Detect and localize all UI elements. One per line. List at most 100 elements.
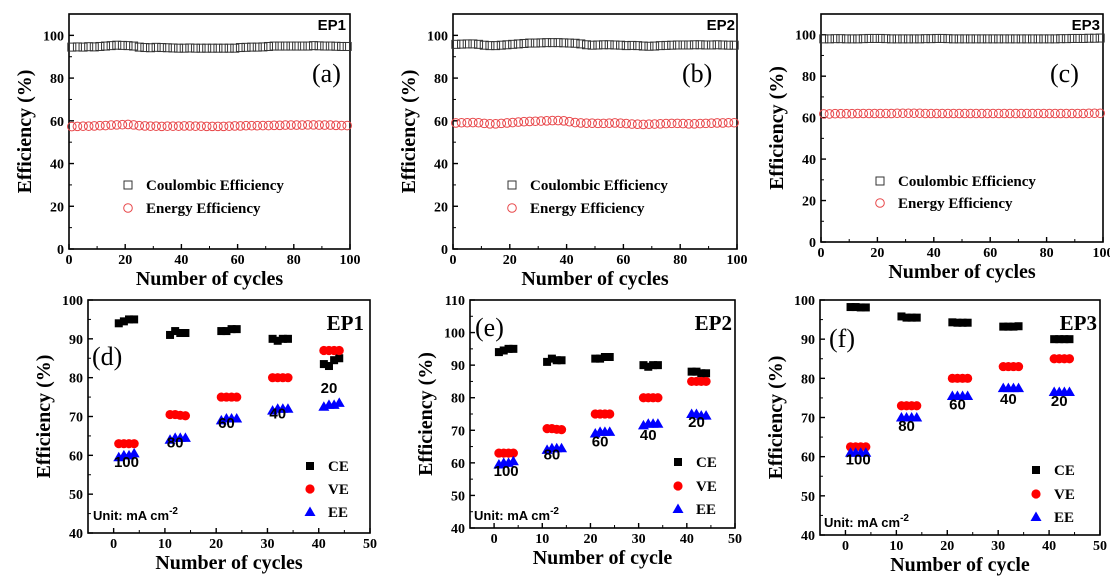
data-point bbox=[1038, 108, 1049, 119]
data-point bbox=[587, 118, 597, 128]
data-point bbox=[653, 393, 663, 403]
data-point bbox=[963, 318, 972, 327]
data-point bbox=[157, 43, 167, 53]
data-point bbox=[907, 313, 916, 322]
y-tick-label: 40 bbox=[802, 153, 816, 168]
data-point bbox=[666, 118, 677, 129]
series-coulombic-efficiency bbox=[451, 38, 739, 51]
data-point bbox=[218, 121, 229, 132]
data-point bbox=[201, 121, 212, 132]
data-point bbox=[897, 108, 908, 119]
data-point bbox=[283, 334, 292, 343]
current-density-label: 80 bbox=[544, 447, 561, 464]
y-tick-label: 40 bbox=[434, 158, 448, 173]
y-tick-label: 80 bbox=[802, 70, 816, 85]
data-point bbox=[235, 43, 245, 53]
data-point bbox=[207, 121, 218, 132]
data-point bbox=[524, 116, 535, 127]
panel-letter: (e) bbox=[475, 313, 504, 342]
data-point bbox=[145, 121, 156, 131]
data-point bbox=[263, 120, 274, 131]
data-point bbox=[653, 361, 662, 370]
data-point bbox=[689, 40, 699, 50]
data-point bbox=[999, 34, 1009, 44]
current-density-label: 40 bbox=[1000, 391, 1017, 408]
series-energy-efficiency bbox=[67, 119, 352, 132]
chart-panel-d: 0 10 20 30 40 50 40 50 60 70 80 90 100 Number of cycl… bbox=[33, 294, 377, 574]
data-point bbox=[507, 117, 518, 128]
x-tick-label: 40 bbox=[927, 246, 941, 261]
data-point bbox=[948, 318, 957, 327]
current-density-label: 20 bbox=[688, 414, 705, 431]
data-point bbox=[965, 108, 976, 119]
legend-marker bbox=[306, 462, 314, 470]
data-point bbox=[858, 108, 869, 119]
data-point bbox=[179, 43, 189, 53]
data-point bbox=[112, 40, 122, 50]
data-point bbox=[519, 38, 529, 48]
data-point bbox=[861, 303, 870, 312]
data-point bbox=[547, 38, 557, 48]
data-point bbox=[219, 43, 229, 53]
data-point bbox=[491, 41, 501, 51]
data-point bbox=[621, 118, 632, 129]
x-axis-title: Number of cycles bbox=[155, 552, 303, 574]
data-point bbox=[125, 315, 134, 324]
legend-label: EE bbox=[328, 505, 348, 521]
data-point bbox=[661, 118, 671, 129]
y-axis-title: Efficiency (%) bbox=[33, 355, 55, 479]
data-point bbox=[875, 108, 886, 119]
data-point bbox=[1039, 34, 1049, 44]
legend-marker bbox=[507, 180, 517, 190]
data-point bbox=[235, 121, 246, 131]
data-point bbox=[89, 42, 99, 52]
data-point bbox=[1005, 108, 1015, 119]
data-point bbox=[999, 108, 1010, 119]
data-point bbox=[217, 327, 226, 336]
data-point bbox=[596, 354, 605, 363]
data-point bbox=[587, 40, 597, 50]
data-point bbox=[841, 34, 851, 44]
y-tick-label: 80 bbox=[69, 372, 83, 387]
data-point bbox=[229, 121, 240, 131]
x-tick-label: 20 bbox=[503, 253, 517, 268]
data-point bbox=[123, 119, 133, 130]
series-ee bbox=[845, 382, 1075, 457]
data-point bbox=[224, 121, 234, 131]
panel-letter: (c) bbox=[1050, 59, 1079, 88]
data-point bbox=[861, 442, 871, 452]
data-point bbox=[227, 325, 236, 334]
y-tick-label: 40 bbox=[801, 529, 815, 544]
data-point bbox=[976, 108, 987, 119]
x-tick-label: 0 bbox=[66, 253, 73, 268]
data-point bbox=[166, 330, 175, 339]
data-point bbox=[297, 120, 308, 130]
data-point bbox=[570, 38, 580, 48]
data-point bbox=[718, 118, 728, 128]
data-point bbox=[953, 318, 962, 327]
y-tick-label: 90 bbox=[451, 359, 465, 374]
data-point bbox=[273, 336, 282, 345]
y-tick-label: 100 bbox=[795, 29, 816, 44]
data-point bbox=[1022, 34, 1032, 44]
data-point bbox=[851, 303, 860, 312]
data-point bbox=[117, 119, 128, 130]
data-point bbox=[860, 447, 872, 457]
data-point bbox=[723, 117, 734, 128]
data-point bbox=[232, 325, 241, 334]
data-point bbox=[123, 41, 133, 51]
x-tick-label: 80 bbox=[1040, 246, 1054, 261]
current-density-label: 60 bbox=[949, 397, 966, 414]
data-point bbox=[920, 34, 930, 44]
data-point bbox=[912, 313, 921, 322]
data-point bbox=[468, 39, 478, 49]
data-point bbox=[695, 118, 705, 129]
y-tick-label: 0 bbox=[441, 243, 448, 258]
data-point bbox=[462, 117, 473, 128]
data-point bbox=[914, 108, 925, 119]
data-point bbox=[1064, 354, 1075, 364]
data-point bbox=[134, 42, 144, 52]
legend-label: Coulombic Efficiency bbox=[898, 174, 1036, 190]
data-point bbox=[499, 346, 508, 355]
data-point bbox=[1055, 335, 1064, 344]
